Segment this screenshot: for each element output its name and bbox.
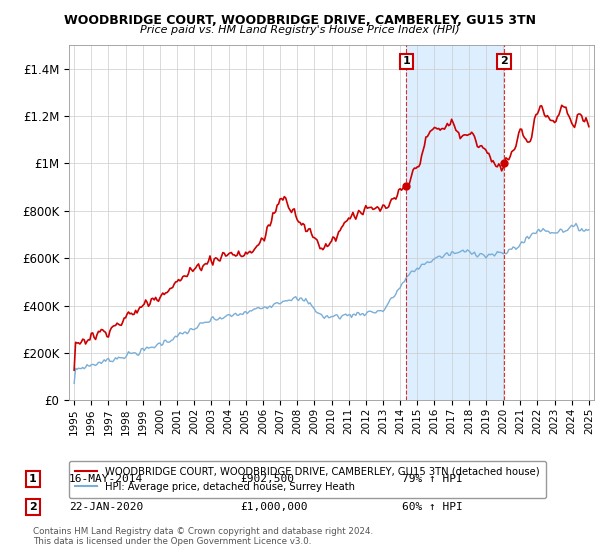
Text: 79% ↑ HPI: 79% ↑ HPI <box>402 474 463 484</box>
Text: £1,000,000: £1,000,000 <box>240 502 308 512</box>
Bar <box>406 45 504 400</box>
Text: Contains HM Land Registry data © Crown copyright and database right 2024.
This d: Contains HM Land Registry data © Crown c… <box>33 526 373 546</box>
Text: WOODBRIDGE COURT, WOODBRIDGE DRIVE, CAMBERLEY, GU15 3TN: WOODBRIDGE COURT, WOODBRIDGE DRIVE, CAMB… <box>64 14 536 27</box>
Text: 60% ↑ HPI: 60% ↑ HPI <box>402 502 463 512</box>
Legend: WOODBRIDGE COURT, WOODBRIDGE DRIVE, CAMBERLEY, GU15 3TN (detached house), HPI: A: WOODBRIDGE COURT, WOODBRIDGE DRIVE, CAMB… <box>69 461 545 498</box>
Text: 16-MAY-2014: 16-MAY-2014 <box>69 474 143 484</box>
Text: 1: 1 <box>29 474 37 484</box>
Text: £902,500: £902,500 <box>240 474 294 484</box>
Text: 2: 2 <box>500 57 508 67</box>
Text: 1: 1 <box>403 57 410 67</box>
Text: 2: 2 <box>29 502 37 512</box>
Text: 22-JAN-2020: 22-JAN-2020 <box>69 502 143 512</box>
Text: Price paid vs. HM Land Registry's House Price Index (HPI): Price paid vs. HM Land Registry's House … <box>140 25 460 35</box>
